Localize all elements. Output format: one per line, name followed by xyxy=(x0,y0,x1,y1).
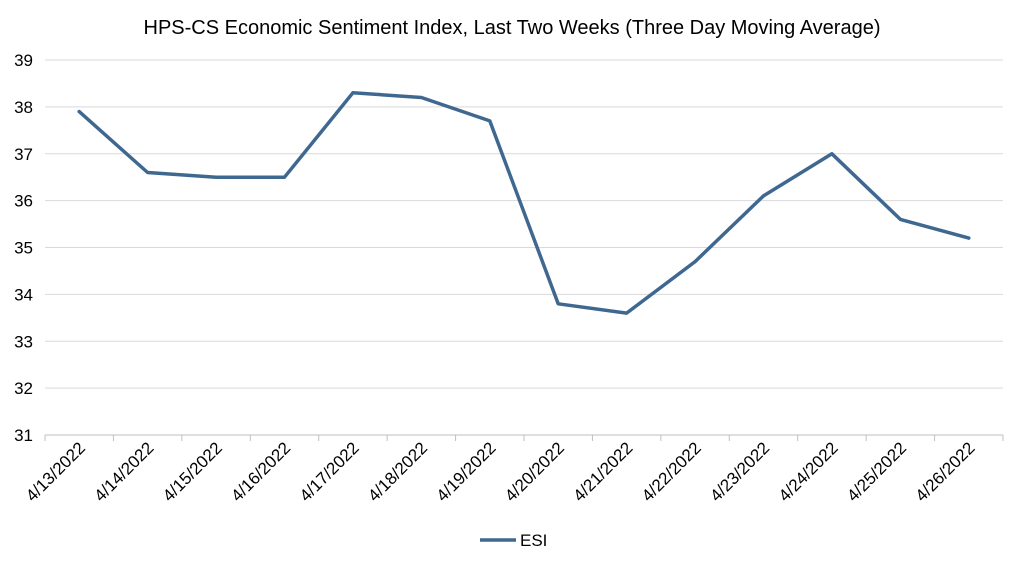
data-point xyxy=(830,152,834,156)
chart-title: HPS-CS Economic Sentiment Index, Last Tw… xyxy=(144,17,881,39)
x-axis-ticks: 4/13/2022 4/14/2022 4/15/2022 4/16/2022 4/17… xyxy=(22,435,1004,505)
data-point xyxy=(967,236,971,240)
legend: ESI xyxy=(480,531,547,550)
data-point xyxy=(146,171,150,174)
y-tick-label: 37 xyxy=(14,145,33,164)
x-tick-label: 4/19/2022 xyxy=(433,438,500,505)
data-point xyxy=(419,96,423,99)
y-axis-ticks: 31 32 33 34 35 36 37 38 39 xyxy=(14,51,33,445)
y-tick-label: 36 xyxy=(14,192,33,211)
y-tick-label: 32 xyxy=(14,379,33,398)
y-tick-label: 31 xyxy=(14,426,33,445)
x-tick-label: 4/21/2022 xyxy=(570,438,637,505)
data-point xyxy=(762,194,765,198)
x-tick-label: 4/20/2022 xyxy=(501,438,568,505)
data-point xyxy=(693,260,697,264)
legend-label: ESI xyxy=(520,531,547,550)
x-tick-label: 4/17/2022 xyxy=(296,438,363,505)
x-tick-label: 4/24/2022 xyxy=(775,438,842,505)
y-tick-label: 34 xyxy=(14,285,33,304)
series-group xyxy=(77,91,971,315)
x-tick-label: 4/18/2022 xyxy=(364,438,431,505)
x-tick-label: 4/14/2022 xyxy=(91,438,158,505)
data-point xyxy=(556,302,560,306)
data-point xyxy=(625,311,629,315)
x-tick-label: 4/16/2022 xyxy=(227,438,294,505)
x-tick-label: 4/26/2022 xyxy=(912,438,979,505)
gridlines xyxy=(45,59,1003,436)
data-point xyxy=(283,175,286,179)
data-point xyxy=(214,175,218,179)
data-point xyxy=(351,91,355,95)
x-tick-label: 4/25/2022 xyxy=(843,438,910,505)
series-line-esi xyxy=(77,91,971,315)
x-tick-label: 4/23/2022 xyxy=(706,438,773,505)
y-tick-label: 38 xyxy=(14,98,33,117)
data-point xyxy=(488,119,492,123)
data-point xyxy=(898,217,902,221)
x-tick-label: 4/22/2022 xyxy=(638,438,705,505)
data-point xyxy=(77,110,81,114)
y-tick-label: 33 xyxy=(14,332,33,351)
y-tick-label: 39 xyxy=(14,51,33,70)
y-tick-label: 35 xyxy=(14,239,33,258)
x-tick-label: 4/13/2022 xyxy=(22,438,89,505)
x-tick-label: 4/15/2022 xyxy=(159,438,226,505)
